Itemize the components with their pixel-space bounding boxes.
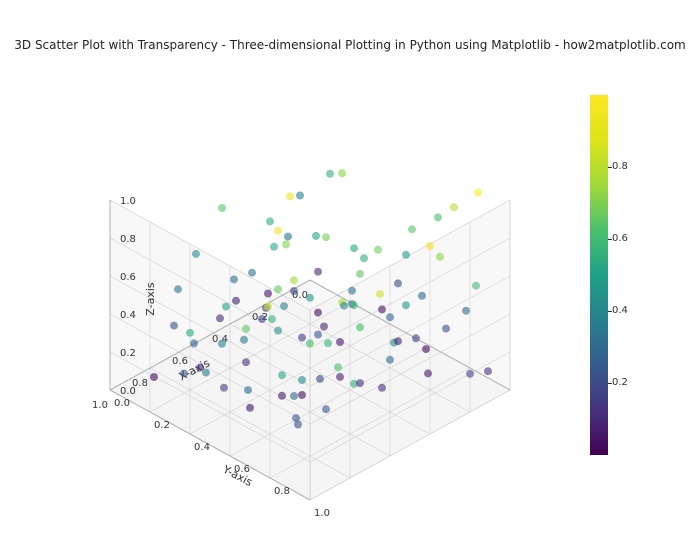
chart-figure: 3D Scatter Plot with Transparency - Thre…	[0, 0, 700, 560]
colorbar-tick: 0.4	[612, 305, 628, 316]
colorbar: 0.2 0.4 0.6 0.8	[590, 95, 660, 455]
svg-text:0.8: 0.8	[274, 486, 290, 497]
svg-text:1.0: 1.0	[120, 196, 136, 207]
svg-text:0.2: 0.2	[154, 420, 170, 431]
colorbar-tick: 0.2	[612, 377, 628, 388]
colorbar-tick: 0.6	[612, 233, 628, 244]
svg-text:0.6: 0.6	[172, 356, 188, 367]
svg-text:Z-axis: Z-axis	[144, 282, 157, 316]
svg-text:1.0: 1.0	[314, 508, 330, 519]
svg-text:0.6: 0.6	[120, 272, 136, 283]
colorbar-tick: 0.8	[612, 161, 628, 172]
svg-text:0.4: 0.4	[194, 442, 210, 453]
svg-text:0.0: 0.0	[120, 386, 136, 397]
svg-text:0.2: 0.2	[120, 348, 136, 359]
svg-text:0.4: 0.4	[120, 310, 136, 321]
svg-text:0.0: 0.0	[114, 398, 130, 409]
svg-text:0.8: 0.8	[120, 234, 136, 245]
colorbar-gradient	[590, 95, 608, 455]
svg-text:1.0: 1.0	[92, 400, 108, 411]
